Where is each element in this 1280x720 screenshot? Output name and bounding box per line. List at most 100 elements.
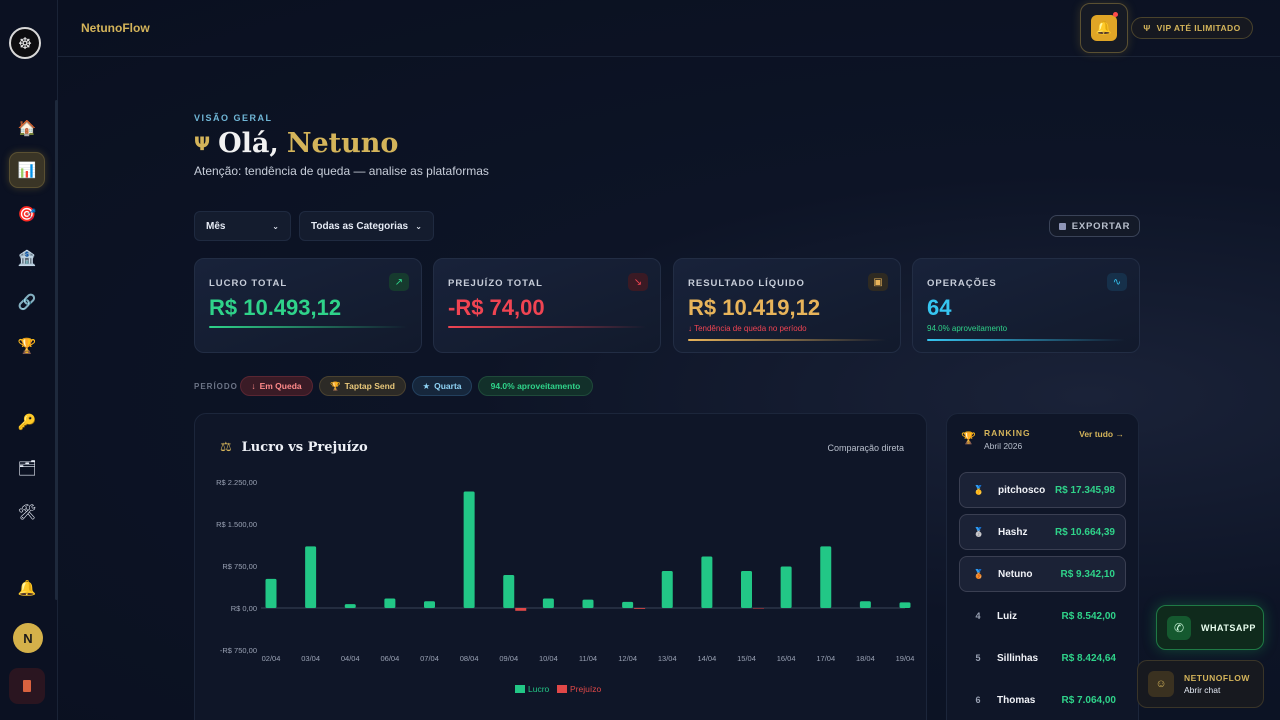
chip-icon: ★ — [422, 380, 431, 391]
x-tick-label: 11/04 — [579, 654, 597, 663]
bar-lucro — [820, 546, 832, 608]
vip-badge[interactable]: Ψ VIP ATÉ ILIMITADO — [1131, 17, 1253, 39]
bar-lucro — [305, 546, 317, 608]
key-icon: 🔑 — [17, 414, 37, 431]
chat-button[interactable]: ☺ NETUNOFLOW Abrir chat — [1137, 660, 1264, 708]
chip-icon: ↓ — [251, 381, 256, 391]
stat-value: -R$ 74,00 — [448, 295, 545, 320]
x-tick-label: 12/04 — [618, 654, 637, 663]
bar-lucro — [661, 571, 673, 608]
period-chip[interactable]: 🏆 Taptap Send — [319, 376, 406, 396]
chip-label: Em Queda — [259, 381, 302, 391]
rank-name: pitchosco — [998, 484, 1046, 496]
ranking-header: 🏆 RANKING Abril 2026 — [961, 428, 1031, 451]
ranking-row[interactable]: 🥉 Netuno R$ 9.342,10 — [959, 556, 1126, 592]
sidebar-item-key[interactable]: 🔑 — [9, 404, 45, 440]
category-select[interactable]: Todas as Categorias ⌄ — [299, 211, 434, 241]
bar-lucro — [899, 602, 911, 608]
ranking-row[interactable]: 🥈 Hashz R$ 10.664,39 — [959, 514, 1126, 550]
stat-underline — [448, 326, 646, 328]
whatsapp-button[interactable]: ✆ WHATSAPP — [1156, 605, 1264, 650]
bar-lucro — [463, 491, 475, 608]
stat-value: R$ 10.419,12 — [688, 295, 821, 320]
x-tick-label: 18/04 — [856, 654, 875, 663]
rank-name: Luiz — [997, 610, 1017, 622]
sidebar-item-home[interactable]: 🏠 — [9, 110, 45, 146]
avatar[interactable]: N — [13, 623, 43, 653]
sidebar-item-links[interactable]: 🔗 — [9, 284, 45, 320]
sidebar-item-trophy[interactable]: 🏆 — [9, 328, 45, 364]
trident-icon: Ψ — [1143, 23, 1151, 33]
stat-note: 94.0% aproveitamento — [927, 324, 1008, 333]
x-tick-label: 19/04 — [896, 654, 915, 663]
rank-amount: R$ 7.064,00 — [1061, 694, 1117, 706]
sidebar-item-target[interactable]: 🎯 — [9, 196, 45, 232]
chip-label: Taptap Send — [344, 381, 395, 391]
bar-lucro — [859, 601, 871, 608]
ranking-title: RANKING — [983, 428, 1031, 438]
period-chip[interactable]: 94.0% aproveitamento — [478, 376, 593, 396]
period-select[interactable]: Mês ⌄ — [194, 211, 291, 241]
sidebar-item-cards[interactable]: 🗂 — [9, 450, 45, 486]
sidebar-item-dashboard[interactable]: 📊 — [9, 152, 45, 188]
chart-panel: ⚖ Lucro vs Prejuízo Comparação direta R$… — [194, 413, 927, 720]
bank-icon: 🏦 — [17, 250, 37, 267]
rank-amount: R$ 8.542,00 — [1061, 610, 1117, 622]
ranking-row[interactable]: 6 Thomas R$ 7.064,00 — [959, 682, 1126, 718]
sidebar-item-notifications[interactable]: 🔔 — [9, 570, 45, 606]
chip-label: Quarta — [434, 381, 462, 391]
bar-prejuizo — [515, 608, 527, 611]
rank-amount: R$ 8.424,64 — [1061, 652, 1117, 664]
stat-card: PREJUÍZO TOTAL ↘ -R$ 74,00 — [433, 258, 661, 353]
links-icon: 🔗 — [17, 294, 37, 311]
rank-amount: R$ 17.345,98 — [1054, 484, 1115, 496]
notifications-button[interactable]: 🔔 — [1080, 3, 1128, 53]
x-tick-label: 17/04 — [816, 654, 835, 663]
rank-position: 🥉 — [973, 568, 985, 579]
bar-lucro — [582, 599, 594, 608]
trident-icon: Ψ — [194, 132, 211, 155]
legend-swatch-lucro — [515, 685, 525, 693]
sidebar-item-bank[interactable]: 🏦 — [9, 240, 45, 276]
rank-name: Thomas — [997, 694, 1036, 706]
stat-icon: ↘ — [628, 273, 648, 291]
sidebar-item-tools[interactable]: 🛠 — [9, 494, 45, 530]
sidebar-scrollbar[interactable] — [55, 100, 58, 600]
stat-icon: ↗ — [389, 273, 409, 291]
chevron-down-icon: ⌄ — [415, 221, 422, 231]
whatsapp-icon: ✆ — [1167, 615, 1191, 640]
see-all-link[interactable]: Ver tudo → — [1079, 429, 1124, 439]
legend-label-lucro: Lucro — [528, 684, 550, 694]
x-tick-label: 14/04 — [697, 654, 716, 663]
x-tick-label: 04/04 — [341, 654, 360, 663]
stat-underline — [688, 339, 886, 341]
ranking-row[interactable]: 5 Sillinhas R$ 8.424,64 — [959, 640, 1126, 676]
export-button[interactable]: EXPORTAR — [1049, 215, 1140, 237]
chip-icon: 🏆 — [330, 380, 341, 391]
chevron-down-icon: ⌄ — [272, 221, 279, 231]
bar-lucro — [424, 601, 435, 608]
bar-lucro — [701, 556, 713, 608]
page-title: Ψ Olá, Netuno — [194, 128, 398, 159]
period-chip[interactable]: ↓ Em Queda — [240, 376, 313, 396]
y-tick-label: R$ 2.250,00 — [216, 478, 257, 487]
logout-button[interactable] — [9, 668, 45, 704]
logo-icon[interactable]: ☸ — [9, 27, 41, 59]
cards-icon: 🗂 — [17, 460, 37, 477]
dashboard-icon: 📊 — [17, 162, 37, 179]
bar-lucro — [503, 574, 515, 608]
stat-card: RESULTADO LÍQUIDO ▣ R$ 10.419,12 ↓ Tendênci… — [673, 258, 901, 353]
legend-swatch-prejuizo — [557, 685, 567, 693]
ranking-row[interactable]: 🥇 pitchosco R$ 17.345,98 — [959, 472, 1126, 508]
greeting: Olá, — [218, 128, 279, 159]
rank-position: 🥈 — [973, 526, 985, 537]
bar-lucro — [265, 578, 277, 608]
bar-lucro — [741, 571, 752, 608]
stat-underline — [927, 339, 1125, 341]
bar-prejuizo — [634, 608, 646, 609]
vip-label: VIP ATÉ ILIMITADO — [1156, 23, 1241, 33]
ranking-row[interactable]: 4 Luiz R$ 8.542,00 — [959, 598, 1126, 634]
rank-position: 🥇 — [973, 484, 985, 495]
chip-label: 94.0% aproveitamento — [490, 381, 581, 391]
period-chip[interactable]: ★ Quarta — [412, 376, 472, 396]
